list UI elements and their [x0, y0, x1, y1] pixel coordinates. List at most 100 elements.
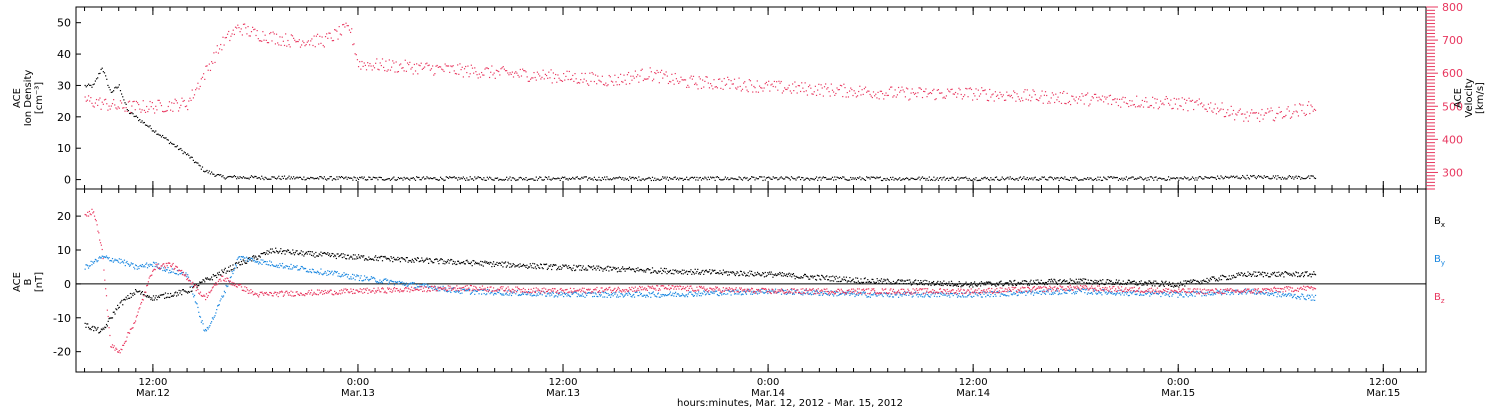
velocity-point: [974, 95, 976, 97]
density-point: [230, 175, 232, 178]
velocity-point: [377, 68, 379, 70]
density-point: [942, 177, 944, 179]
bx-point: [1295, 271, 1297, 273]
density-point: [907, 177, 909, 180]
bx-point: [140, 292, 143, 294]
density-point: [1293, 178, 1295, 180]
bx-point: [1059, 279, 1061, 281]
by-point: [406, 285, 408, 287]
by-point: [676, 293, 678, 295]
by-point: [1073, 293, 1076, 295]
velocity-point: [172, 110, 174, 112]
density-point: [465, 179, 467, 181]
bx-point: [467, 261, 469, 263]
by-point: [903, 292, 905, 294]
velocity-point: [795, 86, 797, 88]
bx-point: [496, 261, 498, 264]
density-point: [1108, 176, 1110, 179]
bx-point: [1077, 281, 1079, 283]
bx-point: [1050, 278, 1053, 280]
by-point: [639, 291, 641, 293]
by-point: [216, 308, 218, 311]
bx-point: [797, 276, 799, 278]
bx-point: [1195, 283, 1197, 285]
by-point: [146, 262, 148, 264]
bx-point: [654, 270, 656, 272]
bx-point: [1144, 281, 1147, 283]
density-point: [621, 178, 623, 180]
by-point: [353, 274, 355, 276]
density-point: [1170, 177, 1172, 179]
bx-point: [839, 276, 841, 278]
bx-point: [500, 264, 502, 266]
velocity-point: [658, 82, 660, 84]
velocity-point: [773, 80, 775, 83]
density-point: [139, 119, 141, 121]
density-point: [1303, 177, 1305, 180]
density-point: [599, 179, 601, 181]
bx-point: [819, 278, 821, 280]
by-point: [1032, 294, 1035, 296]
bx-point: [690, 269, 692, 271]
by-point: [708, 293, 710, 295]
velocity-point: [91, 102, 93, 104]
bx-point: [296, 250, 298, 252]
by-point: [409, 282, 411, 285]
density-point: [334, 178, 336, 180]
bx-point: [232, 264, 234, 266]
by-point: [186, 276, 188, 278]
bx-point: [605, 269, 607, 271]
by-point: [260, 259, 262, 261]
velocity-point: [360, 68, 362, 70]
by-point: [516, 289, 519, 292]
velocity-point: [894, 89, 896, 91]
by-point: [158, 263, 160, 265]
by-point: [263, 260, 266, 263]
bx-point: [521, 265, 523, 267]
bx-point: [218, 271, 220, 273]
velocity-point: [736, 88, 738, 90]
bx-point: [1061, 281, 1063, 284]
bx-point: [410, 261, 413, 263]
velocity-point: [313, 35, 315, 37]
density-point: [302, 178, 304, 181]
by-point: [972, 292, 974, 294]
density-point: [1064, 176, 1066, 178]
density-point: [141, 120, 143, 122]
density-point: [1296, 177, 1298, 179]
density-point: [324, 178, 327, 180]
by-point: [388, 281, 390, 283]
density-point: [140, 121, 142, 123]
bx-point: [1073, 281, 1076, 283]
bx-point: [579, 269, 581, 271]
density-point: [823, 177, 826, 179]
bx-point: [1239, 274, 1241, 276]
velocity-point: [369, 62, 371, 65]
by-point: [205, 330, 208, 332]
density-point: [1187, 177, 1189, 179]
bx-point: [934, 283, 936, 286]
density-point: [525, 176, 527, 179]
velocity-point: [986, 99, 989, 101]
by-point: [248, 258, 250, 260]
velocity-point: [231, 33, 233, 35]
by-point: [881, 294, 883, 296]
bx-point: [546, 268, 548, 271]
velocity-point: [111, 102, 114, 105]
bx-point: [1091, 283, 1094, 285]
velocity-point: [1268, 111, 1270, 113]
velocity-point: [555, 73, 557, 76]
bx-point: [1160, 284, 1162, 286]
by-point: [767, 292, 769, 295]
density-point: [1302, 177, 1304, 180]
density-point: [281, 175, 283, 178]
density-point: [672, 178, 674, 180]
by-point: [926, 291, 928, 293]
bx-point: [1255, 275, 1258, 277]
bx-point: [1020, 282, 1022, 284]
bx-point: [582, 265, 584, 267]
bx-point: [1193, 279, 1195, 282]
velocity-point: [828, 91, 830, 93]
density-point: [1149, 176, 1151, 178]
by-point: [833, 290, 836, 293]
